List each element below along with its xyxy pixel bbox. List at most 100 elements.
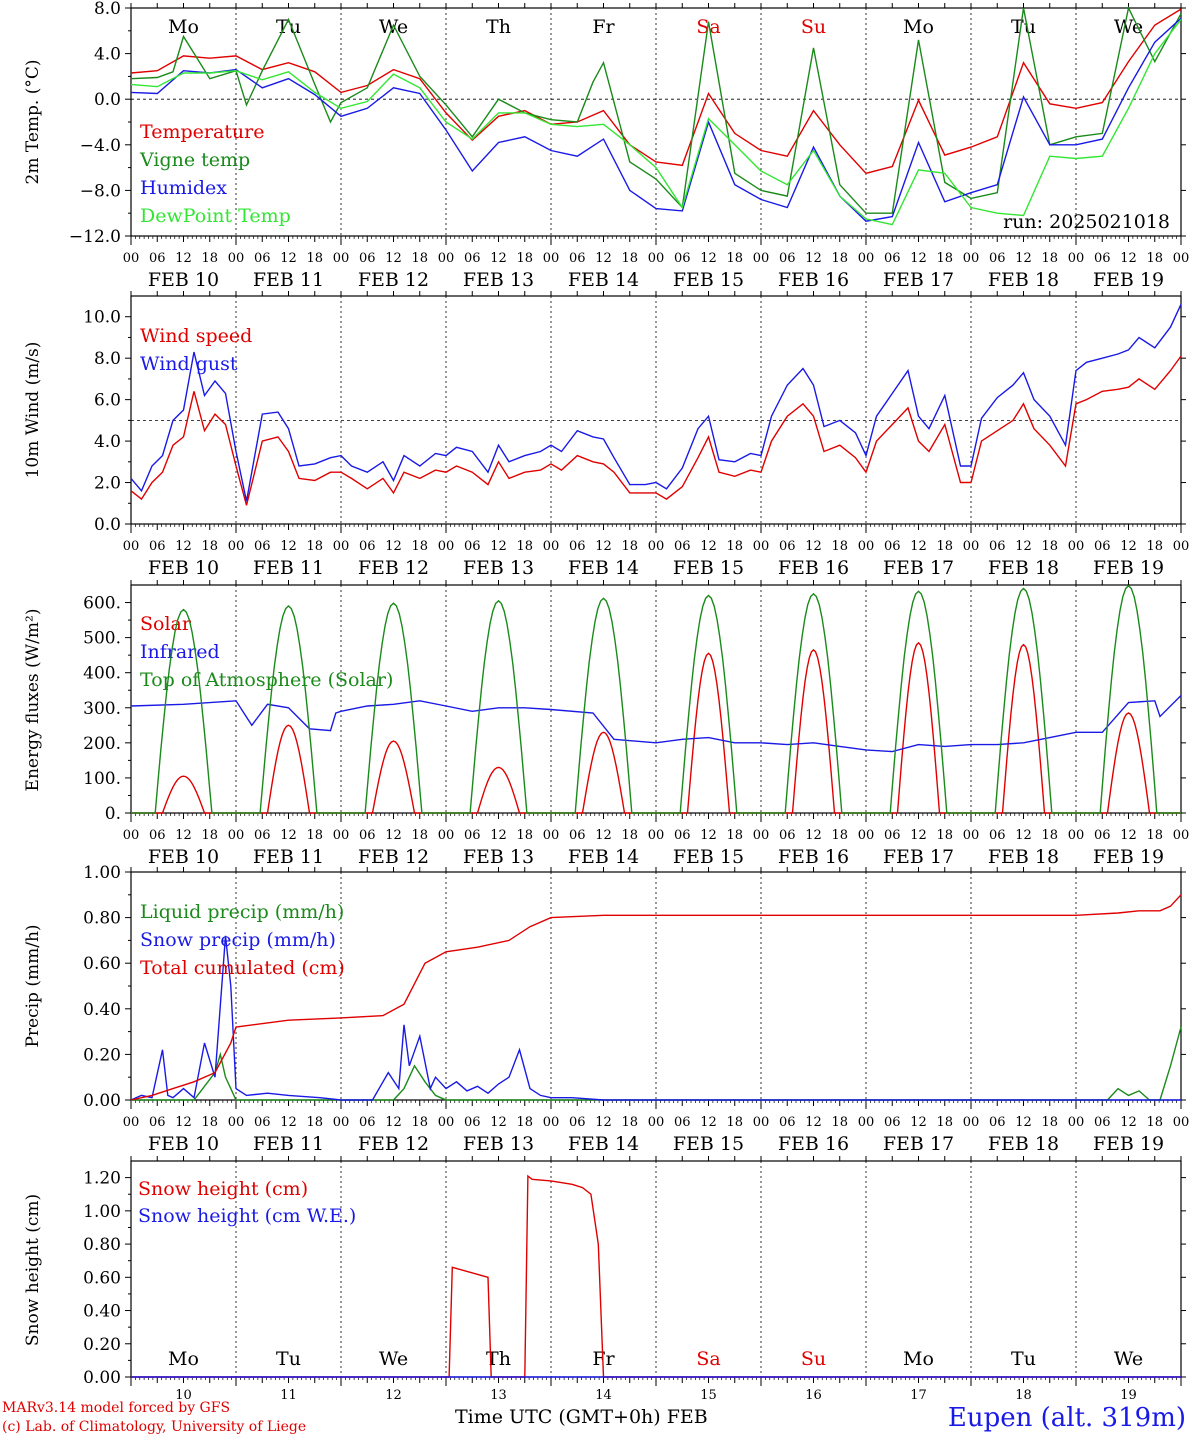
x-hour-label: 18 xyxy=(411,251,428,266)
x-hour-label: 18 xyxy=(1146,251,1163,266)
y-tick-label: 0.80 xyxy=(83,1235,121,1255)
x-hour-label: 00 xyxy=(543,1115,560,1130)
x-hour-label: 12 xyxy=(910,828,927,843)
y-tick-label: 0.0 xyxy=(94,515,121,535)
x-hour-label: 00 xyxy=(438,251,455,266)
legend-entry: Snow height (cm) xyxy=(138,1178,308,1200)
x-hour-label: 06 xyxy=(884,828,901,843)
x-hour-label: 18 xyxy=(516,828,533,843)
x-hour-label: 06 xyxy=(884,539,901,554)
day-of-week-label: Th xyxy=(486,16,511,38)
x-hour-label: 06 xyxy=(674,1115,691,1130)
legend-entry: Humidex xyxy=(140,177,227,199)
x-hour-label: 06 xyxy=(884,251,901,266)
x-hour-label: 06 xyxy=(149,1115,166,1130)
x-hour-label: 18 xyxy=(306,828,323,843)
x-axis-title: Time UTC (GMT+0h) FEB xyxy=(455,1406,708,1428)
day-of-week-label: Tu xyxy=(1011,1348,1036,1370)
series-line xyxy=(130,5,1182,214)
x-hour-label: 00 xyxy=(543,539,560,554)
x-hour-label: 06 xyxy=(359,828,376,843)
x-hour-label: 12 xyxy=(910,1115,927,1130)
x-hour-label: 00 xyxy=(123,251,140,266)
legend-entry: Wind speed xyxy=(140,325,252,347)
x-hour-label: 18 xyxy=(1041,539,1058,554)
y-tick-label: 0.40 xyxy=(83,1000,121,1020)
y-tick-label: 10.0 xyxy=(83,308,121,328)
x-hour-label: 18 xyxy=(936,1115,953,1130)
x-date-label: FEB 12 xyxy=(358,846,429,868)
day-number-label: 15 xyxy=(700,1388,717,1403)
x-hour-label: 12 xyxy=(910,251,927,266)
y-tick-label: 6.0 xyxy=(94,391,121,411)
x-date-label: FEB 17 xyxy=(883,846,954,868)
x-hour-label: 12 xyxy=(280,251,297,266)
station-name: Eupen (alt. 319m) xyxy=(947,1403,1186,1433)
y-tick-label: 0. xyxy=(105,804,121,824)
x-hour-label: 18 xyxy=(201,539,218,554)
x-hour-label: 18 xyxy=(1146,1115,1163,1130)
y-tick-label: 0.00 xyxy=(83,1091,121,1111)
x-hour-label: 00 xyxy=(543,251,560,266)
x-hour-label: 06 xyxy=(989,1115,1006,1130)
x-hour-label: 12 xyxy=(700,251,717,266)
x-hour-label: 06 xyxy=(254,251,271,266)
series-line xyxy=(130,355,1182,506)
x-hour-label: 06 xyxy=(569,1115,586,1130)
x-hour-label: 00 xyxy=(648,539,665,554)
x-hour-label: 12 xyxy=(490,828,507,843)
x-date-label: FEB 10 xyxy=(148,1133,219,1155)
x-hour-label: 06 xyxy=(1094,251,1111,266)
day-of-week-label: Su xyxy=(801,16,826,38)
x-hour-label: 06 xyxy=(779,1115,796,1130)
x-hour-label: 06 xyxy=(149,539,166,554)
y-tick-label: 0.80 xyxy=(83,909,121,929)
x-hour-label: 06 xyxy=(149,251,166,266)
y-axis-label: Snow height (cm) xyxy=(23,1194,43,1346)
x-hour-label: 18 xyxy=(726,251,743,266)
x-hour-label: 06 xyxy=(1094,828,1111,843)
x-hour-label: 12 xyxy=(490,251,507,266)
series-line xyxy=(130,304,1182,502)
run-label: run: 2025021018 xyxy=(1003,211,1170,233)
x-hour-label: 18 xyxy=(201,1115,218,1130)
series-line xyxy=(131,1026,1182,1101)
x-hour-label: 00 xyxy=(1068,828,1085,843)
x-hour-label: 18 xyxy=(936,828,953,843)
x-hour-label: 12 xyxy=(385,828,402,843)
x-date-label: FEB 13 xyxy=(463,1133,534,1155)
day-of-week-label: We xyxy=(379,1348,408,1370)
day-number-label: 14 xyxy=(595,1388,612,1403)
day-of-week-label: Tu xyxy=(1011,16,1036,38)
x-date-label: FEB 19 xyxy=(1093,1133,1164,1155)
x-hour-label: 00 xyxy=(753,828,770,843)
legend-entry: Total cumulated (cm) xyxy=(140,957,345,979)
day-of-week-label: We xyxy=(379,16,408,38)
legend-entry: Infrared xyxy=(140,641,220,663)
plot-frame xyxy=(130,295,1182,525)
day-of-week-label: Su xyxy=(801,1348,826,1370)
x-hour-label: 00 xyxy=(438,1115,455,1130)
day-number-label: 17 xyxy=(910,1388,927,1403)
y-tick-label: 1.00 xyxy=(83,863,121,883)
x-hour-label: 06 xyxy=(359,1115,376,1130)
x-hour-label: 00 xyxy=(333,539,350,554)
x-hour-label: 00 xyxy=(858,539,875,554)
x-hour-label: 18 xyxy=(201,251,218,266)
y-tick-label: 600. xyxy=(83,594,121,614)
y-tick-label: 2.0 xyxy=(94,474,121,494)
x-hour-label: 12 xyxy=(595,539,612,554)
x-hour-label: 12 xyxy=(175,1115,192,1130)
x-date-label: FEB 14 xyxy=(568,1133,639,1155)
x-date-label: FEB 18 xyxy=(988,1133,1059,1155)
x-date-label: FEB 14 xyxy=(568,846,639,868)
x-date-label: FEB 16 xyxy=(778,1133,849,1155)
day-number-label: 12 xyxy=(385,1388,402,1403)
x-hour-label: 18 xyxy=(1041,251,1058,266)
x-hour-label: 00 xyxy=(228,1115,245,1130)
x-hour-label: 00 xyxy=(648,1115,665,1130)
day-of-week-label: Sa xyxy=(696,16,720,38)
x-hour-label: 06 xyxy=(674,251,691,266)
x-hour-label: 18 xyxy=(936,251,953,266)
